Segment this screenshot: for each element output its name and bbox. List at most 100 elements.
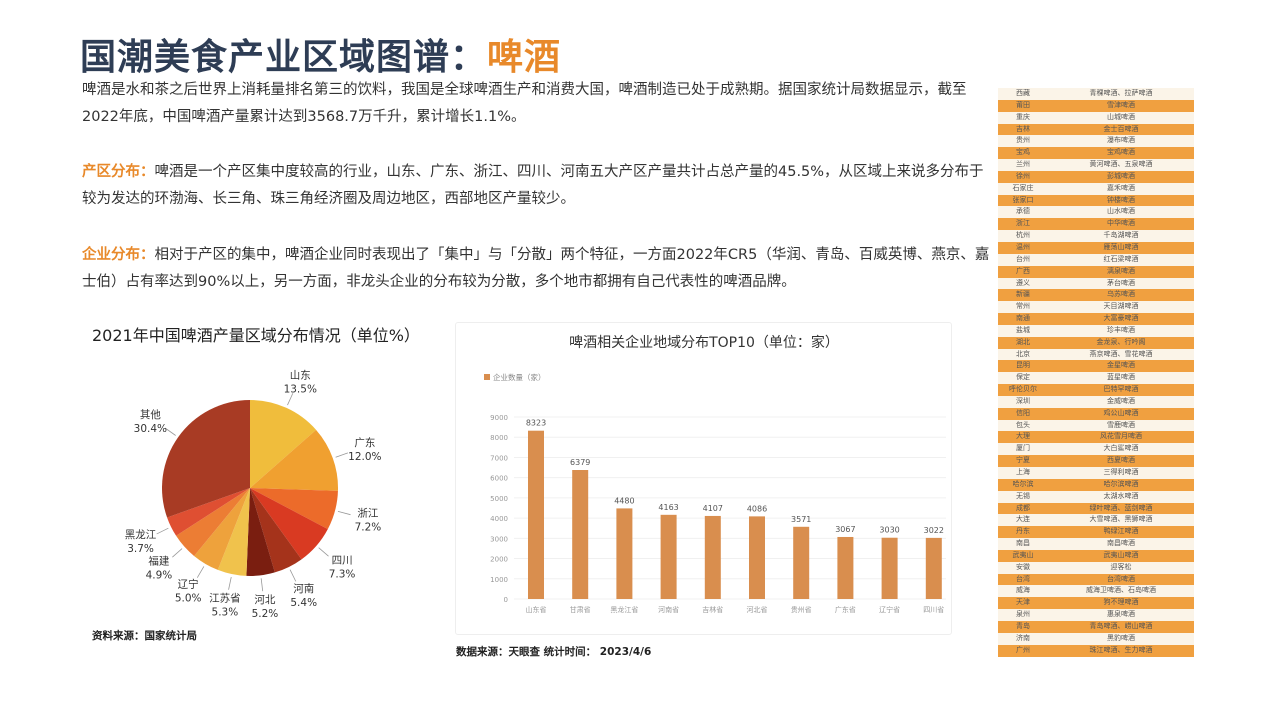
city-cell: 武夷山 xyxy=(1012,550,1034,559)
city-cell: 莆田 xyxy=(1016,100,1030,109)
para-lead: 企业分布： xyxy=(82,247,155,263)
y-tick-label: 0 xyxy=(504,596,508,604)
brand-cell: 金龙泉、行吟阁 xyxy=(1096,337,1146,346)
brand-cell: 钟楼啤酒 xyxy=(1107,195,1135,204)
brand-cell: 嘉禾啤酒 xyxy=(1107,183,1135,192)
city-cell: 信阳 xyxy=(1016,408,1030,417)
bar-value-label: 4086 xyxy=(747,504,767,513)
table-row: 上海 三得利啤酒 xyxy=(998,467,1194,479)
pie-category-label: 江苏省 xyxy=(209,591,241,604)
city-cell: 泉州 xyxy=(1016,610,1030,619)
table-row: 盐城 珍丰啤酒 xyxy=(998,324,1194,337)
table-row: 湖北 金龙泉、行吟阁 xyxy=(998,336,1194,349)
brand-cell: 狗不理啤酒 xyxy=(1103,598,1139,607)
table-row: 广西 漓泉啤酒 xyxy=(998,265,1194,278)
table-row: 济南 黑豹啤酒 xyxy=(998,632,1194,645)
pie-chart: 山东 13.5% 广东 12.0% 浙江 7.2% 四川 7.3% 河南 5.4% 河北 5.2% 江苏… xyxy=(125,368,382,620)
pie-category-label: 广东 xyxy=(354,436,375,449)
brand-cell: 雪津啤酒 xyxy=(1107,100,1135,109)
bar-chart-panel: 啤酒相关企业地域分布TOP10（单位：家） 企业数量（家） 0 1000 2000 300… xyxy=(455,322,952,635)
pie-leader-line xyxy=(287,393,294,406)
city-cell: 昆明 xyxy=(1016,361,1030,370)
pie-leader-line xyxy=(156,527,169,535)
brand-cell: 迎客松 xyxy=(1110,562,1132,571)
bar-value-label: 4480 xyxy=(614,496,634,505)
brand-cell: 青岛啤酒、崂山啤酒 xyxy=(1089,621,1153,630)
y-tick-label: 2000 xyxy=(490,556,508,564)
y-tick-label: 6000 xyxy=(490,475,508,483)
city-cell: 呼伦贝尔 xyxy=(1009,385,1037,394)
brand-cell: 漓泉啤酒 xyxy=(1107,266,1135,275)
city-cell: 丹东 xyxy=(1016,527,1030,536)
bar-value-label: 3022 xyxy=(924,526,944,535)
para-text: 啤酒是一个产区集中度较高的行业，山东、广东、浙江、四川、河南五大产区产量共计占总… xyxy=(82,164,984,207)
city-cell: 贵州 xyxy=(1016,136,1030,145)
pie-category-label: 四川 xyxy=(332,554,353,566)
bar xyxy=(881,537,898,599)
x-tick-label: 广东省 xyxy=(835,605,856,614)
city-cell: 济南 xyxy=(1016,633,1030,642)
table-row: 新疆 乌苏啤酒 xyxy=(998,289,1194,302)
pie-slice xyxy=(250,488,328,560)
pie-value-label: 7.2% xyxy=(355,521,382,533)
brand-cell: 三得利啤酒 xyxy=(1103,468,1139,476)
brand-cell: 千岛湖啤酒 xyxy=(1103,231,1139,240)
pie-leader-line xyxy=(337,510,351,516)
production-paragraph: 产区分布：啤酒是一个产区集中度较高的行业，山东、广东、浙江、四川、河南五大产区产… xyxy=(82,159,997,213)
brand-cell: 金士百啤酒 xyxy=(1103,124,1139,133)
pie-leader-line xyxy=(335,452,349,458)
city-cell: 南通 xyxy=(1016,314,1030,323)
pie-value-label: 5.2% xyxy=(252,608,279,620)
pie-category-label: 福建 xyxy=(148,555,169,568)
pie-slice xyxy=(246,488,275,576)
city-cell: 宝鸡 xyxy=(1016,148,1030,157)
table-row: 宝鸡 宝鸡啤酒 xyxy=(998,147,1194,160)
brand-cell: 红石梁啤酒 xyxy=(1103,254,1139,263)
brand-cell: 台湾啤酒 xyxy=(1107,574,1135,583)
city-cell: 广州 xyxy=(1016,645,1030,654)
y-tick-label: 3000 xyxy=(490,535,508,543)
table-row: 张家口 钟楼啤酒 xyxy=(998,194,1194,207)
table-row: 呼伦贝尔 巴特罕啤酒 xyxy=(998,384,1194,396)
city-cell: 遵义 xyxy=(1016,278,1030,287)
bar xyxy=(660,514,677,599)
brand-cell: 大白鲨啤酒 xyxy=(1103,444,1139,453)
table-row: 安徽 迎客松 xyxy=(998,561,1194,574)
brand-cell: 西夏啤酒 xyxy=(1107,456,1135,465)
pie-category-label: 辽宁 xyxy=(178,578,199,591)
y-tick-label: 1000 xyxy=(490,576,508,584)
brand-cell: 茅台啤酒 xyxy=(1107,278,1135,287)
pie-value-label: 13.5% xyxy=(284,383,317,395)
legend-swatch xyxy=(484,374,490,380)
brand-cell: 鸭绿江啤酒 xyxy=(1103,527,1139,536)
pie-value-label: 3.7% xyxy=(127,543,154,555)
pie-category-label: 河北 xyxy=(254,594,275,606)
table-row: 台湾 台湾啤酒 xyxy=(998,573,1194,586)
x-tick-label: 山东省 xyxy=(526,605,547,614)
city-cell: 西藏 xyxy=(1016,89,1030,97)
city-cell: 天津 xyxy=(1016,598,1030,607)
city-cell: 徐州 xyxy=(1016,171,1030,180)
table-row: 常州 天目湖啤酒 xyxy=(998,301,1194,314)
city-cell: 包头 xyxy=(1016,420,1030,429)
city-cell: 盐城 xyxy=(1016,325,1030,334)
bar xyxy=(925,537,942,599)
table-row: 南昌 南昌啤酒 xyxy=(998,538,1194,550)
brand-cell: 大富豪啤酒 xyxy=(1103,314,1139,323)
brand-cell: 金威啤酒 xyxy=(1107,396,1135,405)
pie-chart-title: 2021年中国啤酒产量区域分布情况（单位%） xyxy=(92,326,420,345)
brand-cell: 威海卫啤酒、石岛啤酒 xyxy=(1086,586,1156,595)
table-row: 青岛 青岛啤酒、崂山啤酒 xyxy=(998,620,1194,633)
pie-slice xyxy=(250,488,338,530)
intro-paragraph: 啤酒是水和茶之后世界上消耗量排名第三的饮料，我国是全球啤酒生产和消费大国，啤酒制… xyxy=(82,77,997,131)
brand-cell: 雁荡山啤酒 xyxy=(1103,242,1139,251)
city-cell: 大连 xyxy=(1016,515,1030,524)
bar-chart-title: 啤酒相关企业地域分布TOP10（单位：家） xyxy=(569,334,839,351)
pie-slice xyxy=(167,488,250,536)
bar-value-label: 4107 xyxy=(703,504,723,513)
table-row: 丹东 鸭绿江啤酒 xyxy=(998,526,1194,539)
brand-cell: 雪鹿啤酒 xyxy=(1107,420,1135,429)
pie-category-label: 浙江 xyxy=(357,507,378,519)
brand-cell: 燕京啤酒、雪花啤酒 xyxy=(1089,349,1153,358)
pie-category-label: 黑龙江 xyxy=(125,528,157,541)
